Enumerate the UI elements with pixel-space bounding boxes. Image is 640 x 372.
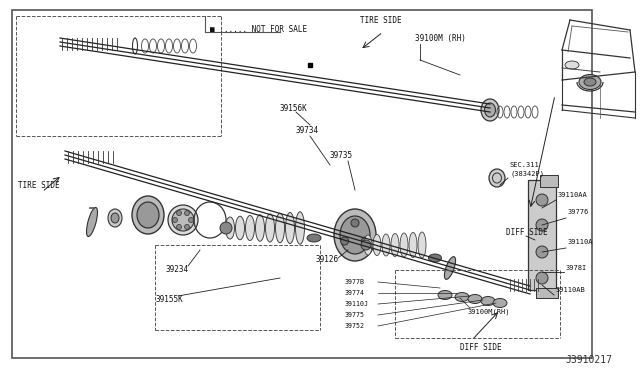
Text: 39735: 39735 <box>330 151 353 160</box>
Ellipse shape <box>438 291 452 299</box>
Ellipse shape <box>489 169 505 187</box>
Ellipse shape <box>444 257 456 279</box>
Ellipse shape <box>275 213 285 243</box>
Text: 3977B: 3977B <box>345 279 365 285</box>
Ellipse shape <box>296 212 305 244</box>
Ellipse shape <box>177 224 182 230</box>
Text: 39234: 39234 <box>165 266 188 275</box>
Ellipse shape <box>108 209 122 227</box>
Ellipse shape <box>236 216 244 240</box>
Ellipse shape <box>536 246 548 258</box>
Ellipse shape <box>334 209 376 261</box>
Text: 39155K: 39155K <box>155 295 183 305</box>
Text: 39110AA: 39110AA <box>558 192 588 198</box>
Text: DIFF SIDE: DIFF SIDE <box>506 228 548 237</box>
Text: 39110A: 39110A <box>568 239 593 245</box>
Text: J3910217: J3910217 <box>565 355 612 365</box>
Ellipse shape <box>307 234 321 242</box>
Ellipse shape <box>225 217 234 239</box>
Bar <box>540 175 558 187</box>
Ellipse shape <box>111 213 119 223</box>
Text: 39100M (RH): 39100M (RH) <box>415 33 466 42</box>
Ellipse shape <box>579 74 601 90</box>
Ellipse shape <box>493 298 507 308</box>
Ellipse shape <box>340 237 349 245</box>
Ellipse shape <box>220 222 232 234</box>
Ellipse shape <box>285 212 294 244</box>
Bar <box>536 288 558 298</box>
Ellipse shape <box>584 78 596 86</box>
Ellipse shape <box>137 202 159 228</box>
Text: 39126: 39126 <box>315 256 338 264</box>
Ellipse shape <box>361 240 371 250</box>
Text: 39110AB: 39110AB <box>556 287 586 293</box>
Ellipse shape <box>364 235 372 255</box>
Ellipse shape <box>481 99 499 121</box>
Ellipse shape <box>455 292 469 301</box>
Ellipse shape <box>418 232 426 258</box>
Text: 39776: 39776 <box>568 209 589 215</box>
Ellipse shape <box>189 218 193 222</box>
Ellipse shape <box>400 233 408 257</box>
Ellipse shape <box>536 272 548 284</box>
Ellipse shape <box>246 215 255 241</box>
Ellipse shape <box>184 211 189 215</box>
Text: DIFF SIDE: DIFF SIDE <box>460 343 502 353</box>
Bar <box>528 180 556 290</box>
Ellipse shape <box>391 234 399 257</box>
Text: SEC.311: SEC.311 <box>510 162 540 168</box>
Text: 39100M(RH): 39100M(RH) <box>468 309 511 315</box>
Ellipse shape <box>173 218 177 222</box>
Text: (38342P): (38342P) <box>510 171 544 177</box>
Text: 39734: 39734 <box>296 125 319 135</box>
Ellipse shape <box>382 234 390 256</box>
Ellipse shape <box>409 232 417 257</box>
Ellipse shape <box>362 237 369 245</box>
Ellipse shape <box>536 219 548 231</box>
Text: 39775: 39775 <box>345 312 365 318</box>
Text: 39156K: 39156K <box>280 103 308 112</box>
Ellipse shape <box>429 254 442 262</box>
Ellipse shape <box>565 61 579 69</box>
Ellipse shape <box>132 196 164 234</box>
Ellipse shape <box>255 215 264 241</box>
Ellipse shape <box>266 214 275 242</box>
Text: 39774: 39774 <box>345 290 365 296</box>
Ellipse shape <box>484 103 495 117</box>
Ellipse shape <box>184 224 189 230</box>
Text: 39752: 39752 <box>345 323 365 329</box>
Ellipse shape <box>468 295 482 304</box>
Ellipse shape <box>351 219 359 227</box>
Ellipse shape <box>177 211 182 215</box>
Text: TIRE SIDE: TIRE SIDE <box>360 16 402 25</box>
Ellipse shape <box>168 205 198 235</box>
Ellipse shape <box>536 194 548 206</box>
Ellipse shape <box>172 209 194 231</box>
Ellipse shape <box>373 234 381 256</box>
Text: ■ ...... NOT FOR SALE: ■ ...... NOT FOR SALE <box>210 25 307 33</box>
Ellipse shape <box>86 208 97 237</box>
Ellipse shape <box>340 216 370 254</box>
Text: TIRE SIDE: TIRE SIDE <box>18 180 60 189</box>
Text: 3978I: 3978I <box>566 265 588 271</box>
Text: 39110J: 39110J <box>345 301 369 307</box>
Ellipse shape <box>481 296 495 305</box>
